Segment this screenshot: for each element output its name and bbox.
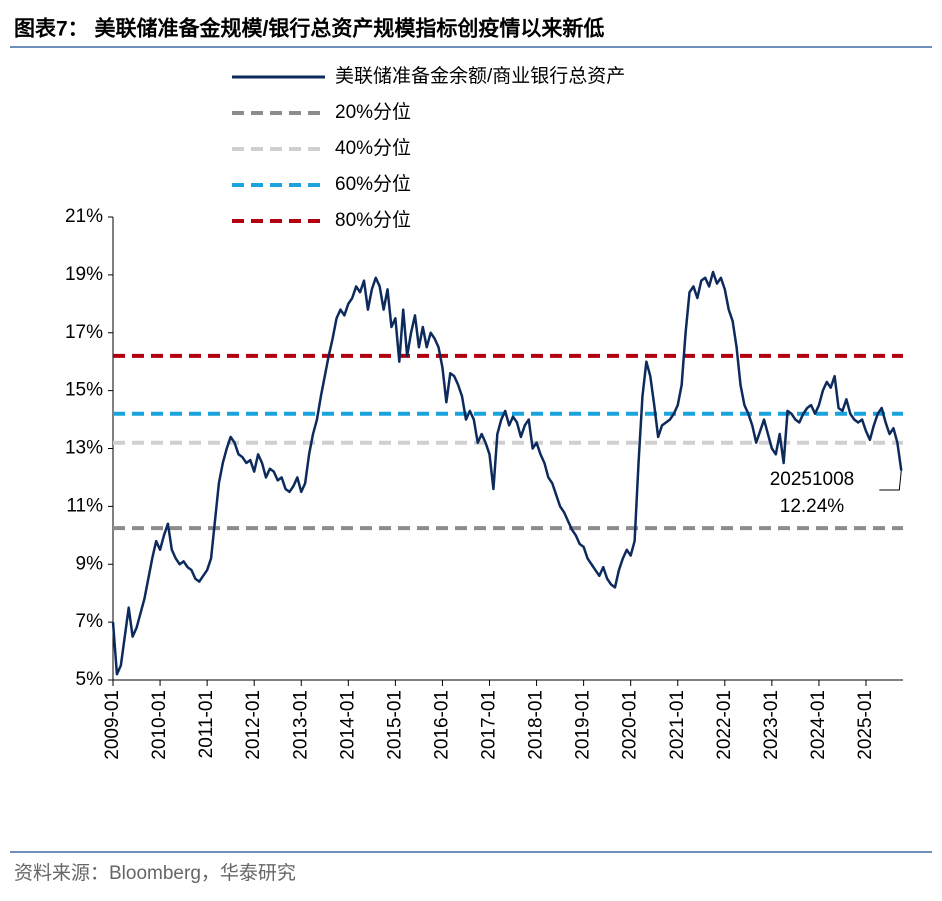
- x-tick-label: 2012-01: [243, 690, 264, 760]
- x-tick-label: 2015-01: [384, 690, 405, 760]
- x-tick-label: 2016-01: [431, 690, 452, 760]
- legend-label: 40%分位: [335, 137, 411, 159]
- y-tick-label: 19%: [65, 264, 103, 285]
- y-tick-label: 21%: [65, 206, 103, 227]
- annotation-leader: [879, 470, 902, 491]
- x-tick-label: 2020-01: [620, 690, 641, 760]
- annotation-date: 20251008: [770, 469, 855, 490]
- x-tick-label: 2023-01: [761, 690, 782, 760]
- x-tick-label: 2024-01: [808, 690, 829, 760]
- y-tick-label: 5%: [76, 669, 104, 690]
- legend-label: 60%分位: [335, 173, 411, 195]
- x-tick-label: 2014-01: [337, 690, 358, 760]
- y-tick-label: 15%: [65, 380, 103, 401]
- x-tick-label: 2011-01: [196, 690, 217, 758]
- legend-label: 20%分位: [335, 101, 411, 123]
- y-tick-label: 17%: [65, 322, 103, 343]
- y-tick-label: 7%: [76, 611, 104, 632]
- x-tick-label: 2022-01: [714, 690, 735, 760]
- annotation-value: 12.24%: [780, 496, 845, 517]
- x-tick-label: 2025-01: [855, 690, 876, 760]
- source: 资料来源：Bloomberg，华泰研究: [14, 862, 296, 884]
- x-tick-label: 2013-01: [290, 690, 311, 760]
- x-tick-label: 2010-01: [149, 690, 170, 760]
- legend-label: 美联储准备金余额/商业银行总资产: [335, 65, 625, 87]
- x-tick-label: 2021-01: [667, 690, 688, 760]
- x-tick-label: 2018-01: [526, 690, 547, 760]
- y-tick-label: 11%: [66, 495, 103, 516]
- y-tick-label: 13%: [65, 438, 103, 459]
- legend-label: 80%分位: [335, 209, 411, 231]
- chart-title: 图表7： 美联储准备金规模/银行总资产规模指标创疫情以来新低: [14, 17, 604, 41]
- line: [111, 270, 903, 676]
- y-tick-label: 9%: [76, 553, 104, 574]
- x-tick-label: 2019-01: [573, 690, 594, 760]
- x-tick-label: 2009-01: [102, 690, 123, 760]
- x-tick-label: 2017-01: [479, 690, 500, 760]
